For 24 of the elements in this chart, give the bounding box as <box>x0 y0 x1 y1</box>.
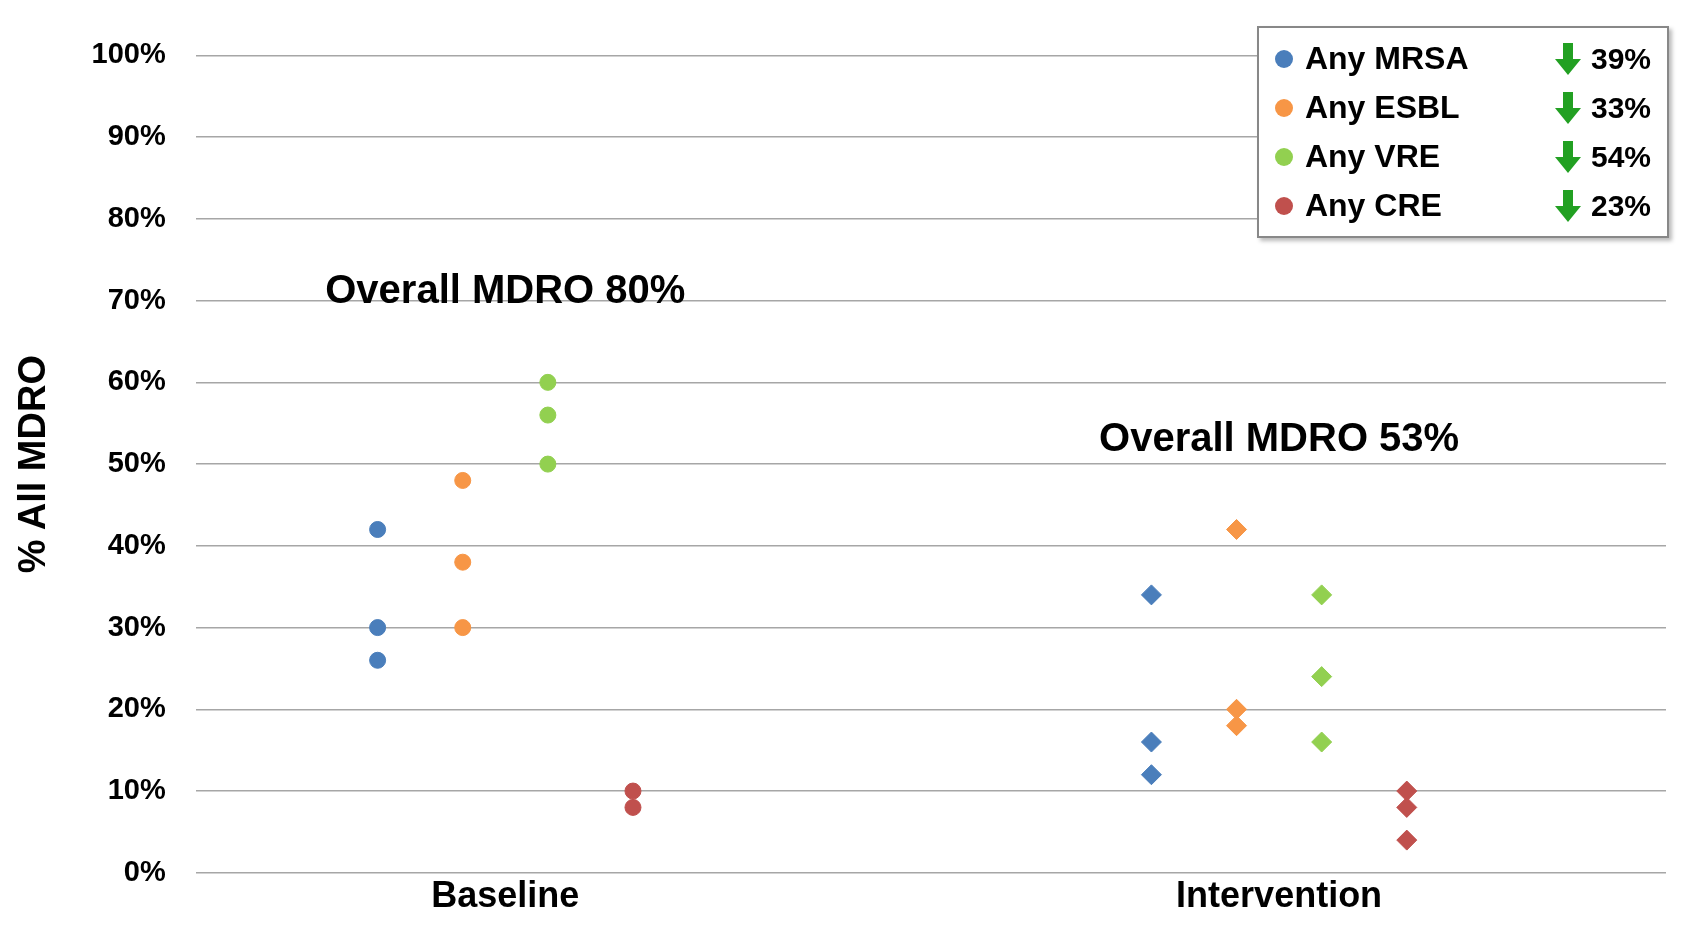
annotation: 33% <box>1590 90 1651 125</box>
y-tick-label: 90% <box>107 119 166 152</box>
y-tick-label: 80% <box>107 200 166 233</box>
legend-label: Any MRSA <box>1304 40 1470 77</box>
x-tick-label: Baseline <box>431 874 580 916</box>
y-tick-label: 60% <box>107 364 166 397</box>
y-tick-label: 70% <box>107 282 166 315</box>
annotation: 39% <box>1590 41 1651 76</box>
x-tick-label: Intervention <box>1176 874 1383 916</box>
y-tick-label: 0% <box>123 854 166 887</box>
y-tick-label: 50% <box>107 446 166 479</box>
y-tick-label: 100% <box>91 37 166 70</box>
legend-label: Any VRE <box>1304 138 1442 175</box>
y-axis-title: % All MDRO <box>11 355 54 574</box>
legend-label: Any ESBL <box>1304 89 1461 126</box>
y-tick-label: 20% <box>107 691 166 724</box>
annotation: Overall MDRO 53% <box>1099 414 1460 459</box>
y-tick-label: 40% <box>107 527 166 560</box>
y-tick-label: 10% <box>107 773 166 806</box>
annotation: Overall MDRO 80% <box>325 267 686 312</box>
annotation: 54% <box>1590 139 1651 174</box>
y-tick-label: 30% <box>107 609 166 642</box>
legend-label: Any CRE <box>1304 187 1443 224</box>
annotation: 23% <box>1590 188 1651 223</box>
